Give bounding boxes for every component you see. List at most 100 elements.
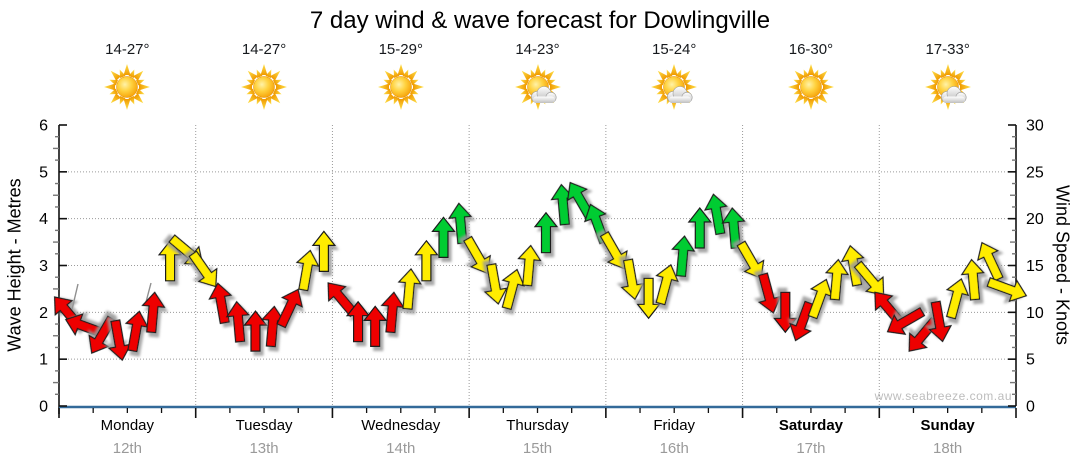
wind-arrow [188,250,218,288]
sun-ray [133,70,144,81]
forecast-title: 7 day wind & wave forecast for Dowlingvi… [309,7,771,34]
sun-ray [120,96,126,105]
weather-icon [743,60,879,114]
sun-ray [675,69,682,78]
sun-ray [817,93,828,104]
sun-ray [819,79,829,86]
sun-ray [270,70,281,81]
sun-ray [953,70,964,81]
sun-ray [944,64,952,75]
sun-ray [260,99,268,110]
wave-axis-tick-label: 6 [39,118,48,135]
day-date-label: 15th [522,440,553,457]
sun-cloud-icon [651,64,698,110]
wave-height-line-fragment [145,282,152,303]
sun-ray [931,70,942,81]
sun-cloud-icon [924,64,971,110]
wind-axis-tick-label: 30 [1026,118,1044,135]
wind-arrow [824,258,850,301]
sun-ray [787,83,799,91]
wind-arrow [295,249,320,292]
day-temp: 14-27° [105,41,150,58]
sun-ray [409,88,419,95]
sun-ray [807,64,815,75]
sun-ray [377,83,389,91]
sun-ray [657,70,669,81]
cloud-icon [940,86,967,103]
sun-ray [931,93,942,104]
sun-ray [930,79,939,86]
weather-icon [470,60,606,114]
sun-ray [949,69,955,78]
sun-ray [546,79,556,86]
wind-arrow [276,288,304,329]
sun-ray [819,88,829,95]
sun-ray [406,93,418,104]
weather-icon [606,60,742,114]
weather-icon [59,60,195,114]
wind-arrow [721,207,746,249]
cloud-icon [530,86,556,103]
sun-ray [270,93,281,104]
day-date-label: 18th [933,440,963,457]
wind-arrow [886,306,926,335]
sun-ray [686,83,698,91]
sun-ray [104,83,116,91]
wind-axis-tick-label: 20 [1026,211,1044,228]
sun-icon [104,64,151,110]
weather-icon [196,60,332,114]
sun-ray [656,88,666,95]
sun-ray [803,69,810,78]
sun-ray [666,69,673,78]
wind-arrow [840,244,865,287]
sun-ray [384,93,395,104]
day-date-label: 17th [796,440,826,457]
sun-icon [377,64,424,110]
sun-ray [651,83,663,91]
wind-arrow [927,300,953,343]
day-temp: 14-23° [515,41,560,58]
sun-ray [109,88,119,95]
sun-ray [794,70,805,81]
day-temp: 14-27° [241,41,287,58]
wind-arrow [773,291,798,334]
wave-axis-tick-label: 3 [39,258,48,275]
wind-arrow [517,244,542,287]
wind-arrow [501,268,526,311]
sun-ray [246,79,256,86]
wave-axis-tick-label: 1 [39,352,48,369]
day-name-label: Saturday [778,417,844,434]
sun-ray [247,93,258,104]
sun-ray [793,79,802,86]
wind-arrow [853,260,885,296]
wave-axis-tick-label: 5 [39,164,48,181]
sun-ray [521,70,532,81]
weather-icon [333,60,469,114]
wave-axis-tick-label: 4 [39,211,48,228]
sun-ray [680,70,691,81]
sun-ray [803,96,810,105]
sun-ray [402,96,409,105]
sun-ray [812,69,819,78]
sun-ray [111,70,122,81]
day-date-label: 13th [249,440,279,457]
wind-arrow [462,235,491,275]
wave-axis-tick-label: 0 [39,399,48,416]
wind-axis-tick-label: 0 [1026,399,1035,416]
sun-ray [817,70,828,81]
sun-ray [109,79,119,86]
day-name-label: Friday [653,417,696,434]
sun-ray [397,99,405,110]
wind-arrow [141,291,166,334]
day-name-label: Sunday [920,417,975,434]
sun-ray [959,83,971,91]
wind-arrow [225,300,251,343]
sun-ray [397,64,405,75]
sun-ray [683,79,692,86]
sun-ray [940,69,947,78]
wind-arrow [599,231,628,270]
day-name-label: Tuesday [235,417,293,434]
wind-arrow [88,315,117,354]
sun-ray [956,79,966,86]
